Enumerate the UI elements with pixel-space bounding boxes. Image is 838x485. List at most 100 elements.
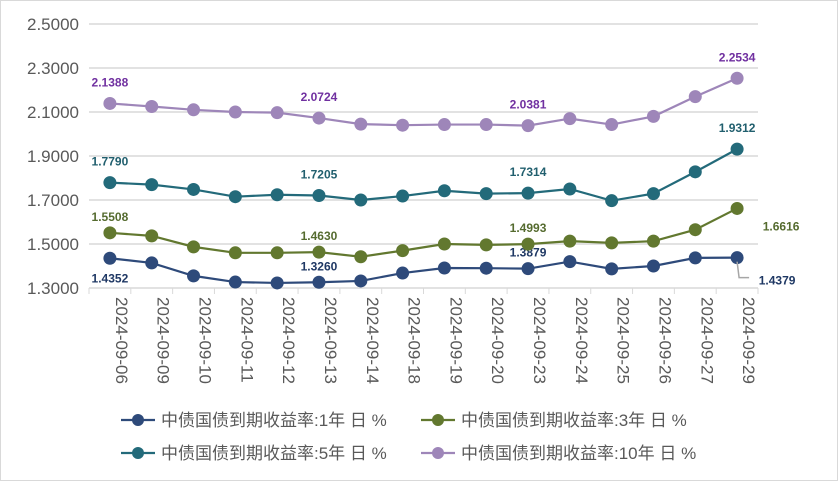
data-label: 1.3879 [510, 246, 547, 260]
data-point [563, 255, 577, 269]
data-point [312, 111, 326, 125]
data-point [187, 103, 201, 117]
data-label: 1.3260 [301, 259, 338, 273]
x-tick-label: 2024-09-18 [405, 297, 424, 384]
data-point [730, 71, 744, 85]
data-point [730, 142, 744, 156]
data-label: 1.5508 [92, 210, 129, 224]
data-point [605, 194, 619, 208]
legend-marker [132, 414, 144, 426]
data-point [437, 261, 451, 275]
data-point [646, 234, 660, 248]
data-point [228, 246, 242, 260]
data-point [270, 276, 284, 290]
legend-entry: 中债国债到期收益率:10年 日 % [461, 444, 696, 463]
legend-entry: 中债国债到期收益率:3年 日 % [461, 411, 687, 430]
data-point [688, 90, 702, 104]
data-point [479, 187, 493, 201]
data-point [605, 262, 619, 276]
data-point [688, 223, 702, 237]
data-point [688, 165, 702, 179]
data-label: 1.7205 [301, 167, 338, 181]
x-tick-label: 2024-09-13 [321, 297, 340, 384]
data-point [396, 118, 410, 132]
x-tick-label: 2024-09-24 [572, 297, 591, 384]
data-label: 1.7314 [510, 165, 547, 179]
data-point [521, 186, 535, 200]
x-tick-label: 2024-09-27 [697, 297, 716, 384]
data-point [187, 240, 201, 254]
y-tick-label: 1.5000 [27, 235, 79, 254]
data-point [312, 275, 326, 289]
leader-line [736, 261, 750, 279]
data-point [605, 118, 619, 132]
x-tick-label: 2024-09-19 [446, 297, 465, 384]
data-point [354, 193, 368, 207]
data-point [312, 245, 326, 259]
x-tick-label: 2024-09-10 [196, 297, 215, 384]
data-point [521, 262, 535, 276]
data-point [521, 119, 535, 133]
x-tick-label: 2024-09-06 [112, 297, 131, 384]
data-point [563, 182, 577, 196]
x-tick-label: 2024-09-29 [739, 297, 758, 384]
data-point [479, 238, 493, 252]
data-point [145, 178, 159, 192]
x-tick-label: 2024-09-09 [154, 297, 173, 384]
y-tick-label: 1.9000 [27, 147, 79, 166]
data-point [103, 176, 117, 190]
data-point [354, 250, 368, 264]
data-label: 1.6616 [763, 219, 800, 233]
data-point [354, 274, 368, 288]
data-label: 1.7790 [92, 155, 129, 169]
y-tick-label: 1.7000 [27, 191, 79, 210]
data-point [563, 234, 577, 248]
data-point [646, 259, 660, 273]
x-tick-label: 2024-09-23 [530, 297, 549, 384]
y-tick-label: 2.3000 [27, 59, 79, 78]
data-label: 2.2534 [719, 50, 756, 64]
data-point [312, 188, 326, 202]
series-line [109, 207, 738, 258]
data-point [145, 100, 159, 113]
data-label: 1.4993 [510, 221, 547, 235]
data-point [479, 118, 493, 132]
data-label: 2.0381 [510, 98, 547, 112]
data-point [437, 237, 451, 251]
x-tick-label: 2024-09-11 [237, 297, 256, 383]
data-point [228, 275, 242, 289]
data-point [688, 251, 702, 265]
data-point [145, 229, 159, 243]
x-tick-label: 2024-09-26 [655, 297, 674, 384]
data-point [270, 246, 284, 260]
x-tick-label: 2024-09-20 [488, 297, 507, 384]
y-tick-label: 1.3000 [27, 279, 79, 298]
data-point [228, 105, 242, 119]
data-point [396, 189, 410, 203]
data-point [187, 182, 201, 196]
x-tick-label: 2024-09-12 [279, 297, 298, 384]
data-point [145, 256, 159, 270]
legend-entry: 中债国债到期收益率:1年 日 % [161, 411, 387, 430]
data-point [646, 109, 660, 123]
data-point [563, 112, 577, 126]
data-point [103, 251, 117, 265]
legend-marker [432, 414, 444, 426]
data-label: 2.0724 [301, 90, 338, 104]
data-label: 2.1388 [92, 75, 129, 89]
data-point [646, 187, 660, 201]
data-point [103, 226, 117, 240]
legend-entry: 中债国债到期收益率:5年 日 % [161, 444, 387, 463]
series-line [109, 148, 738, 202]
data-label: 1.4630 [301, 229, 338, 243]
x-tick-label: 2024-09-25 [614, 297, 633, 384]
x-tick-label: 2024-09-14 [363, 297, 382, 384]
data-point [103, 96, 117, 110]
data-point [270, 106, 284, 120]
data-point [396, 244, 410, 258]
data-point [730, 251, 744, 265]
y-tick-label: 2.5000 [27, 15, 79, 34]
legend-marker [432, 447, 444, 459]
